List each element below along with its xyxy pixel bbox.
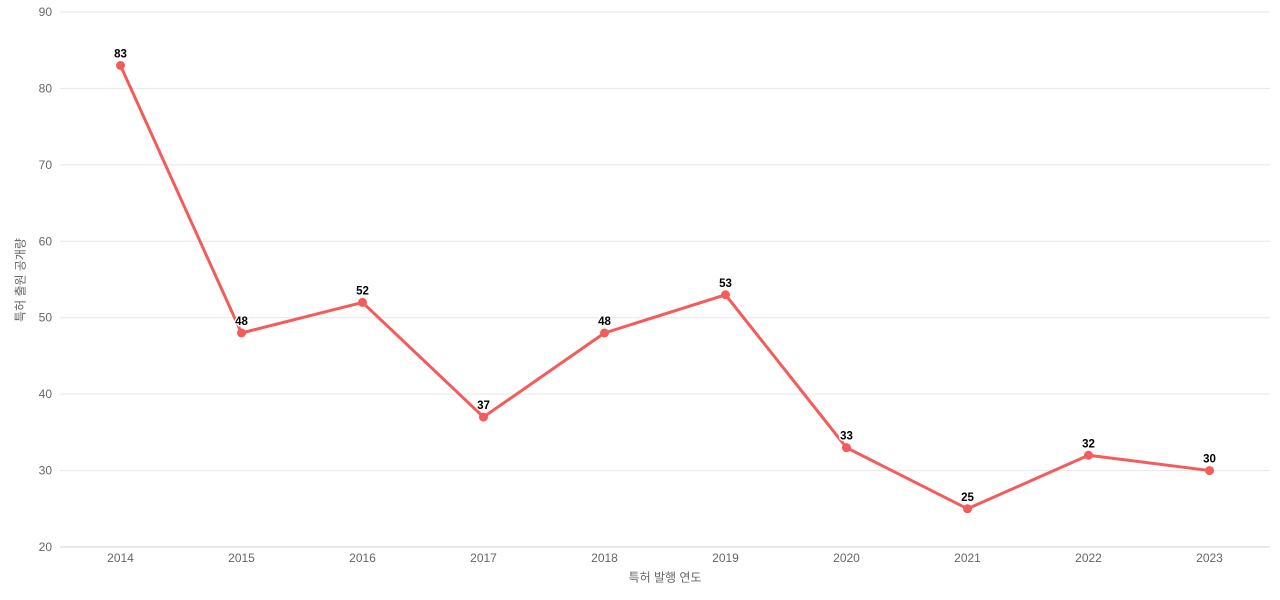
x-tick-label: 2020 bbox=[833, 551, 860, 565]
data-point-label: 25 bbox=[961, 492, 974, 504]
x-axis-title: 특허 발행 연도 bbox=[628, 570, 702, 585]
y-tick-label: 80 bbox=[39, 81, 53, 95]
data-point bbox=[237, 328, 246, 338]
series-line bbox=[119, 64, 1211, 511]
data-point bbox=[842, 443, 851, 453]
x-tick-label: 2018 bbox=[591, 551, 618, 565]
data-point bbox=[1084, 450, 1093, 460]
data-point bbox=[963, 504, 972, 514]
data-point bbox=[721, 290, 730, 300]
data-point-label: 30 bbox=[1203, 454, 1216, 466]
data-point bbox=[479, 412, 488, 422]
data-point bbox=[600, 328, 609, 338]
y-tick-label: 60 bbox=[39, 234, 53, 248]
data-point-label: 53 bbox=[719, 278, 732, 290]
data-point-label: 48 bbox=[235, 316, 248, 328]
x-tick-label: 2014 bbox=[107, 551, 134, 565]
data-point-label: 48 bbox=[598, 316, 611, 328]
y-tick-label: 20 bbox=[39, 540, 53, 554]
data-point-label: 33 bbox=[840, 431, 853, 443]
x-tick-label: 2017 bbox=[470, 551, 497, 565]
y-tick-label: 70 bbox=[39, 158, 53, 172]
data-point-label: 83 bbox=[114, 49, 127, 61]
data-point-label: 37 bbox=[477, 400, 490, 412]
data-point bbox=[116, 61, 125, 70]
data-point-label: 52 bbox=[356, 285, 369, 297]
x-tick-label: 2019 bbox=[712, 551, 739, 565]
x-tick-label: 2015 bbox=[228, 551, 255, 565]
y-tick-label: 30 bbox=[39, 464, 53, 478]
x-tick-label: 2016 bbox=[349, 551, 376, 565]
y-tick-label: 90 bbox=[39, 5, 53, 19]
data-point bbox=[358, 297, 367, 307]
x-tick-label: 2023 bbox=[1196, 551, 1223, 565]
data-point bbox=[1205, 466, 1214, 476]
y-axis-title: 특허 출원 공개량 bbox=[13, 238, 28, 322]
y-tick-label: 40 bbox=[39, 387, 53, 401]
y-tick-label: 50 bbox=[39, 311, 53, 325]
x-tick-label: 2022 bbox=[1075, 551, 1102, 565]
x-tick-label: 2021 bbox=[954, 551, 981, 565]
data-point-label: 32 bbox=[1082, 438, 1095, 450]
